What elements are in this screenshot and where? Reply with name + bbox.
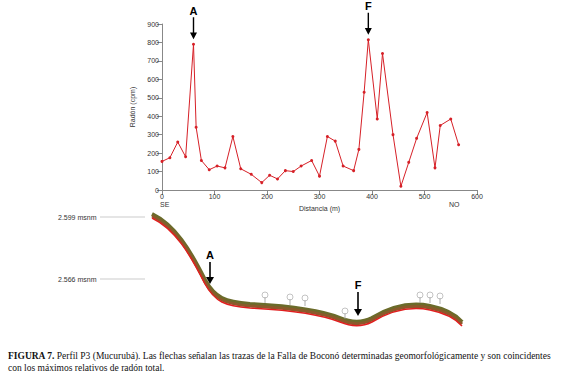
svg-text:Distancia (m): Distancia (m) — [299, 205, 340, 213]
svg-text:200: 200 — [147, 150, 159, 157]
svg-text:NO: NO — [449, 201, 460, 208]
svg-text:900: 900 — [147, 21, 159, 28]
svg-text:600: 600 — [147, 76, 159, 83]
svg-text:500: 500 — [147, 94, 159, 101]
svg-text:100: 100 — [147, 168, 159, 175]
svg-text:F: F — [355, 279, 362, 291]
svg-text:100: 100 — [209, 193, 221, 200]
svg-text:Radón (cpm): Radón (cpm) — [129, 87, 137, 127]
svg-text:300: 300 — [147, 131, 159, 138]
svg-text:700: 700 — [147, 57, 159, 64]
svg-text:500: 500 — [419, 193, 431, 200]
svg-text:2.599 msnm: 2.599 msnm — [58, 214, 97, 221]
svg-text:600: 600 — [471, 193, 483, 200]
svg-text:A: A — [206, 249, 214, 261]
svg-text:400: 400 — [366, 193, 378, 200]
svg-text:800: 800 — [147, 39, 159, 46]
svg-text:300: 300 — [314, 193, 326, 200]
svg-text:2.566 msnm: 2.566 msnm — [58, 276, 97, 283]
svg-text:200: 200 — [261, 193, 273, 200]
svg-text:400: 400 — [147, 113, 159, 120]
svg-text:A: A — [190, 5, 198, 17]
svg-text:F: F — [365, 0, 372, 12]
svg-text:0: 0 — [155, 187, 159, 194]
html-text:FIGURA 7. Perfil P3 (Mucurubá): FIGURA 7. Perfil P3 (Mucurubá). Las flec… — [8, 351, 551, 373]
svg-text:0: 0 — [160, 193, 164, 200]
svg-text:SE: SE — [160, 201, 170, 208]
